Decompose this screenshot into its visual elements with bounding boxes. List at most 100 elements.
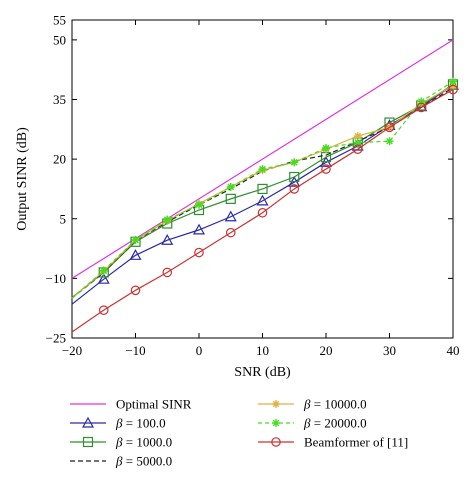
star-stroke	[132, 236, 139, 244]
data-point	[97, 272, 110, 284]
series-line	[71, 39, 454, 279]
legend-label: β = 10000.0	[303, 397, 367, 412]
legend-label: β = 20000.0	[303, 416, 367, 431]
legend-label: β = 1000.0	[115, 435, 172, 450]
legend-value: = 100.0	[122, 416, 165, 431]
legend-marker	[272, 400, 280, 408]
series-5	[71, 77, 457, 299]
star-stroke	[354, 139, 362, 146]
x-tick-label: 30	[383, 343, 396, 358]
data-point	[258, 165, 267, 174]
series-line	[71, 83, 454, 298]
series-2	[71, 79, 459, 298]
x-tick-label: 40	[447, 343, 460, 358]
y-tick-label: 35	[53, 92, 66, 107]
legend-label: Optimal SINR	[116, 397, 192, 412]
legend-item-4: β = 10000.0	[258, 397, 367, 412]
x-tick-label: 10	[256, 343, 269, 358]
legend-item-0: Optimal SINR	[70, 397, 192, 412]
star-stroke	[386, 137, 393, 145]
data-point	[352, 144, 363, 154]
data-point	[449, 77, 457, 86]
data-point	[129, 249, 142, 260]
x-tick-label: 20	[320, 343, 333, 358]
series-1	[71, 78, 460, 305]
legend-item-2: β = 1000.0	[70, 435, 172, 450]
legend-value: Optimal SINR	[116, 397, 192, 412]
data-point	[353, 132, 362, 141]
y-tick-label: 20	[53, 152, 66, 167]
y-tick-label: 5	[60, 211, 67, 226]
legend-beta-symbol: β	[115, 416, 123, 431]
legend-marker	[271, 437, 281, 447]
y-axis-label: Output SINR (dB)	[15, 127, 30, 231]
series-4	[71, 81, 457, 299]
star-stroke	[354, 132, 362, 140]
star-stroke	[227, 183, 235, 191]
data-point	[290, 158, 299, 167]
x-tick-label: 0	[196, 343, 203, 358]
legend-value: = 1000.0	[122, 435, 172, 450]
data-point	[322, 143, 330, 152]
legend-value: Beamformer of [11]	[304, 435, 408, 450]
legend-item-5: β = 20000.0	[258, 416, 367, 431]
data-point	[131, 235, 140, 244]
data-point	[256, 194, 269, 206]
y-tick-label: −25	[46, 331, 66, 346]
series-line	[71, 85, 454, 299]
star-stroke	[195, 201, 203, 209]
series-layer	[71, 39, 460, 333]
x-tick-label: −20	[62, 343, 82, 358]
star-stroke	[290, 159, 298, 166]
y-tick-label: 50	[53, 32, 66, 47]
legend-item-6: Beamformer of [11]	[258, 435, 408, 450]
data-point	[161, 233, 174, 245]
data-point	[99, 266, 108, 275]
legend-beta-symbol: β	[303, 397, 311, 412]
legend-label: Beamformer of [11]	[304, 435, 408, 450]
star-stroke	[272, 419, 280, 427]
legend-beta-symbol: β	[303, 416, 311, 431]
legend-beta-symbol: β	[115, 454, 123, 469]
data-point	[130, 285, 141, 296]
x-axis-label: SNR (dB)	[234, 365, 291, 380]
data-point	[225, 193, 236, 204]
legend-marker	[272, 419, 280, 427]
data-point	[257, 183, 268, 195]
legend-beta-symbol: β	[115, 435, 123, 450]
legend-marker	[82, 436, 94, 448]
data-point	[257, 207, 268, 218]
series-line	[71, 89, 454, 333]
legend-marker	[81, 416, 95, 428]
legend-item-1: β = 100.0	[70, 416, 166, 431]
series-0	[71, 39, 454, 279]
series-line	[71, 81, 454, 299]
legend-label: β = 100.0	[115, 416, 166, 431]
legend-value: = 20000.0	[310, 416, 366, 431]
legend-item-3: β = 5000.0	[70, 454, 172, 469]
data-point	[195, 200, 203, 209]
plot-area	[71, 19, 454, 339]
data-point	[192, 223, 206, 235]
star-stroke	[259, 165, 266, 173]
y-tick-label: −10	[46, 271, 66, 286]
data-point	[385, 137, 394, 146]
data-point	[384, 122, 395, 133]
data-point	[226, 182, 235, 191]
legend-value: = 5000.0	[122, 454, 172, 469]
data-point	[224, 210, 237, 222]
series-6	[71, 84, 458, 333]
x-tick-label: −10	[125, 343, 145, 358]
data-point	[416, 102, 427, 113]
data-point	[289, 171, 300, 183]
data-point	[163, 215, 172, 224]
star-stroke	[449, 78, 457, 85]
star-stroke	[322, 144, 330, 152]
star-stroke	[163, 216, 171, 223]
star-stroke	[272, 400, 280, 408]
ticks-layer: −20 −10 0 10 20 30 40 −25 −10 5 20 35 50 55	[46, 13, 460, 359]
data-point	[194, 247, 204, 258]
star-stroke	[100, 267, 108, 274]
